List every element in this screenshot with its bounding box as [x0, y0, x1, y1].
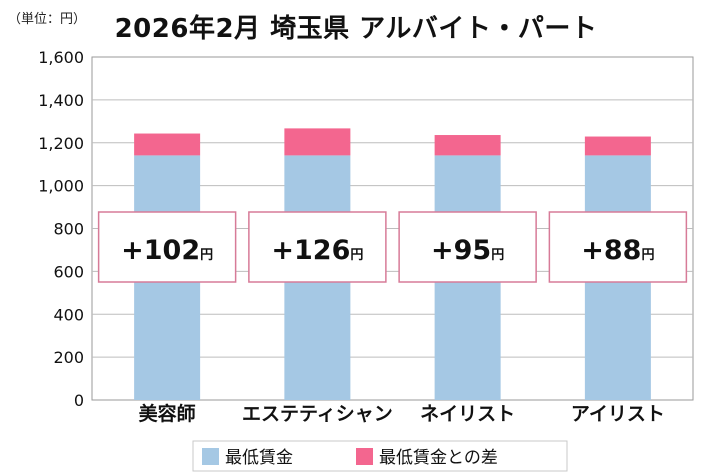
- legend-box: [192, 440, 568, 472]
- bar-diff-1: [284, 128, 351, 156]
- bar-diff-2: [434, 135, 501, 156]
- x-tick-label: 美容師: [139, 402, 196, 425]
- diff-annotation-label: +88円: [581, 235, 654, 266]
- diff-annotation-box: [398, 211, 537, 283]
- y-tick-label: 800: [53, 220, 84, 239]
- legend-swatch-base: [202, 448, 219, 465]
- diff-annotation-unit: 円: [491, 248, 504, 263]
- y-tick-label: 1,400: [38, 91, 84, 110]
- unit-label: （単位：円）: [8, 12, 87, 27]
- legend-label-diff: 最低賃金との差: [379, 448, 498, 468]
- diff-annotation-unit: 円: [200, 248, 213, 263]
- diff-annotation-value: +95: [431, 235, 491, 266]
- chart-title: 2026年2月 埼玉県 アルバイト・パート: [114, 14, 598, 44]
- y-tick-label: 600: [53, 262, 84, 281]
- x-tick-label: ネイリスト: [420, 403, 515, 425]
- y-tick-label: 200: [53, 348, 84, 367]
- y-tick-label: 0: [74, 391, 84, 410]
- diff-annotation-box: [97, 211, 237, 283]
- diff-annotation-label: +95円: [431, 235, 504, 266]
- y-tick-label: 1,600: [38, 48, 84, 67]
- legend-label-base: 最低賃金: [225, 448, 293, 468]
- diff-annotation-label: +102円: [121, 235, 213, 266]
- bar-diff-0: [134, 133, 201, 156]
- bar-diff-3: [584, 136, 651, 156]
- legend-swatch-diff: [356, 448, 373, 465]
- y-tick-label: 400: [53, 305, 84, 324]
- y-tick-label: 1,200: [38, 134, 84, 153]
- diff-annotation-box: [248, 211, 387, 283]
- diff-annotation-value: +88: [581, 235, 641, 266]
- diff-annotation-label: +126円: [271, 235, 363, 266]
- diff-annotation-box: [548, 211, 688, 283]
- diff-annotation-unit: 円: [350, 248, 363, 263]
- diff-annotation-value: +126: [271, 235, 350, 266]
- diff-annotation-value: +102: [121, 235, 200, 266]
- y-tick-label: 1,000: [38, 177, 84, 196]
- x-tick-label: エステティシャン: [242, 403, 393, 425]
- diff-annotation-unit: 円: [641, 248, 654, 263]
- x-tick-label: アイリスト: [571, 403, 665, 425]
